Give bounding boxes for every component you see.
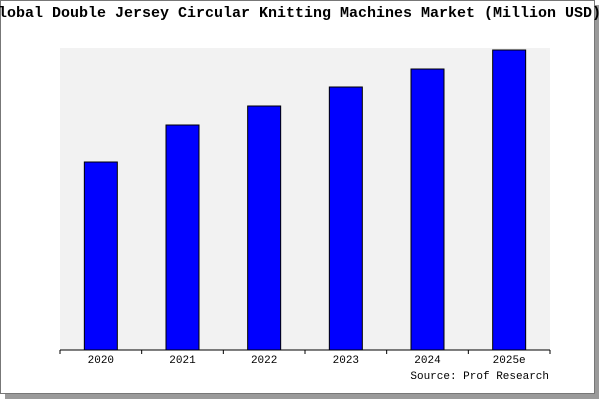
bar — [410, 68, 445, 351]
chart-title: Global Double Jersey Circular Knitting M… — [0, 5, 600, 22]
bar — [328, 86, 363, 351]
x-tick-label: 2022 — [251, 355, 277, 367]
x-tick-label: 2023 — [333, 355, 359, 367]
x-tick-label: 2020 — [88, 355, 114, 367]
source-note: Source: Prof Research — [410, 371, 549, 383]
x-tick-label: 2025e — [493, 355, 526, 367]
plot-area — [60, 48, 550, 350]
bar — [247, 105, 282, 351]
bar — [165, 124, 200, 351]
bar — [492, 49, 527, 351]
bar — [83, 161, 118, 351]
x-tick-label: 2024 — [414, 355, 441, 367]
x-tick-label: 2021 — [169, 355, 196, 367]
